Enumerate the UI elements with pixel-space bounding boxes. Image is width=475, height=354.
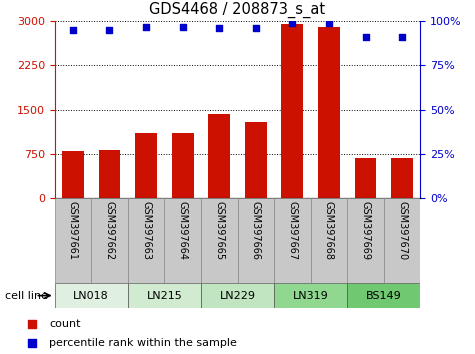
Bar: [171, 133, 194, 198]
Bar: [55, 283, 128, 308]
Point: [216, 25, 223, 31]
Bar: [98, 150, 121, 198]
Text: LN229: LN229: [219, 291, 256, 301]
Point: [69, 27, 77, 33]
Point: [325, 20, 332, 26]
Text: GSM397668: GSM397668: [324, 201, 334, 260]
Point: [252, 25, 259, 31]
Bar: [135, 133, 157, 198]
Bar: [55, 198, 91, 283]
Bar: [318, 27, 340, 198]
Bar: [208, 114, 230, 198]
Text: GSM397670: GSM397670: [397, 201, 407, 260]
Text: GSM397661: GSM397661: [68, 201, 78, 260]
Text: GSM397664: GSM397664: [178, 201, 188, 260]
Bar: [354, 158, 377, 198]
Text: GSM397663: GSM397663: [141, 201, 151, 260]
Point: [179, 24, 186, 29]
Point: [398, 34, 406, 40]
Bar: [281, 24, 304, 198]
Bar: [128, 198, 164, 283]
Bar: [91, 198, 128, 283]
Bar: [311, 198, 347, 283]
Text: GSM397667: GSM397667: [287, 201, 297, 260]
Text: percentile rank within the sample: percentile rank within the sample: [49, 338, 238, 348]
Bar: [384, 198, 420, 283]
Title: GDS4468 / 208873_s_at: GDS4468 / 208873_s_at: [150, 2, 325, 18]
Bar: [201, 283, 274, 308]
Bar: [201, 198, 238, 283]
Bar: [62, 151, 84, 198]
Text: LN319: LN319: [293, 291, 329, 301]
Text: count: count: [49, 319, 81, 329]
Bar: [347, 198, 384, 283]
Text: cell line: cell line: [5, 291, 48, 301]
Text: GSM397665: GSM397665: [214, 201, 224, 260]
Point: [362, 34, 370, 40]
Point: [28, 341, 36, 346]
Point: [105, 27, 113, 33]
Text: LN018: LN018: [73, 291, 109, 301]
Text: GSM397662: GSM397662: [104, 201, 114, 260]
Bar: [391, 158, 413, 198]
Bar: [274, 198, 311, 283]
Text: GSM397669: GSM397669: [361, 201, 370, 260]
Point: [142, 24, 150, 29]
Point: [28, 321, 36, 327]
Text: LN215: LN215: [146, 291, 182, 301]
Text: BS149: BS149: [366, 291, 402, 301]
Bar: [238, 198, 274, 283]
Bar: [274, 283, 347, 308]
Text: GSM397666: GSM397666: [251, 201, 261, 260]
Point: [289, 20, 296, 26]
Bar: [347, 283, 420, 308]
Bar: [164, 198, 201, 283]
Bar: [128, 283, 201, 308]
Bar: [245, 121, 267, 198]
